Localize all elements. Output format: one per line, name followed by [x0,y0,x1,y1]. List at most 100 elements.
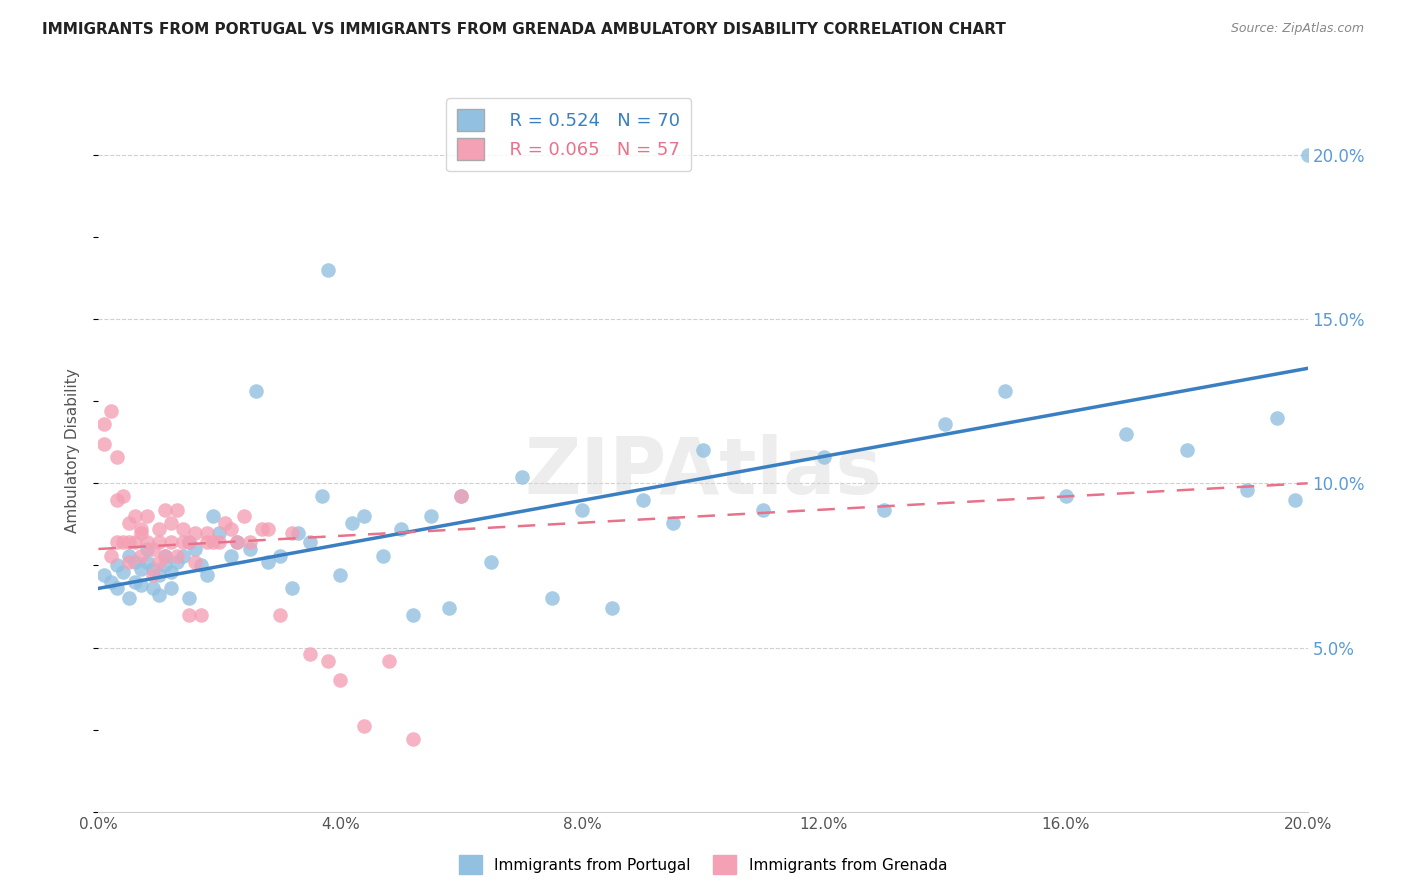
Point [100,404,122,418]
Point [1175,443,1198,458]
Text: ZIPAtlas: ZIPAtlas [524,434,882,510]
Point [179,591,201,606]
Point [214,516,236,530]
Point [160,516,183,530]
Point [148,522,170,536]
Point [256,555,278,569]
Point [118,535,141,549]
Point [631,492,654,507]
Point [160,565,183,579]
Point [160,582,183,596]
Point [153,558,176,573]
Point [124,535,146,549]
Point [353,719,375,733]
Point [148,535,170,549]
Point [195,525,218,540]
Point [571,502,593,516]
Point [148,555,170,569]
Point [256,522,278,536]
Point [118,516,141,530]
Point [111,535,134,549]
Point [692,443,714,458]
Point [100,549,122,563]
Legend: Immigrants from Portugal, Immigrants from Grenada: Immigrants from Portugal, Immigrants fro… [453,849,953,880]
Point [166,549,188,563]
Point [166,555,188,569]
Point [135,555,157,569]
Point [172,522,194,536]
Point [184,541,207,556]
Point [124,555,146,569]
Point [510,469,533,483]
Point [316,654,339,668]
Point [135,509,157,524]
Point [1296,148,1319,162]
Point [184,555,207,569]
Point [129,525,152,540]
Point [481,555,503,569]
Point [450,490,472,504]
Point [105,450,128,464]
Point [239,541,262,556]
Point [148,568,170,582]
Point [402,607,425,622]
Point [179,535,201,549]
Y-axis label: Ambulatory Disability: Ambulatory Disability [65,368,80,533]
Point [111,490,134,504]
Point [105,582,128,596]
Point [239,535,262,549]
Point [105,558,128,573]
Point [202,509,225,524]
Point [142,568,165,582]
Point [142,562,165,576]
Point [124,574,146,589]
Point [93,437,115,451]
Point [994,384,1017,399]
Point [190,607,212,622]
Legend:   R = 0.524   N = 70,   R = 0.065   N = 57: R = 0.524 N = 70, R = 0.065 N = 57 [446,98,692,171]
Point [329,673,352,688]
Point [195,568,218,582]
Point [389,522,412,536]
Point [402,732,425,747]
Point [934,417,956,432]
Point [105,535,128,549]
Point [135,535,157,549]
Point [1236,483,1258,497]
Text: Source: ZipAtlas.com: Source: ZipAtlas.com [1230,22,1364,36]
Point [148,588,170,602]
Point [287,525,309,540]
Point [153,549,176,563]
Point [111,565,134,579]
Point [93,568,115,582]
Point [281,582,304,596]
Point [437,601,460,615]
Point [129,549,152,563]
Point [232,509,254,524]
Point [142,582,165,596]
Point [202,535,225,549]
Point [752,502,775,516]
Point [153,549,176,563]
Point [208,535,231,549]
Point [661,516,683,530]
Point [135,541,157,556]
Point [221,549,243,563]
Point [269,549,291,563]
Point [105,492,128,507]
Point [208,525,231,540]
Point [226,535,249,549]
Point [100,574,122,589]
Point [190,558,212,573]
Point [371,549,394,563]
Point [172,535,194,549]
Point [179,535,201,549]
Point [93,417,115,432]
Point [172,549,194,563]
Point [166,502,188,516]
Point [873,502,896,516]
Point [329,568,352,582]
Point [299,647,322,661]
Point [124,509,146,524]
Point [602,601,624,615]
